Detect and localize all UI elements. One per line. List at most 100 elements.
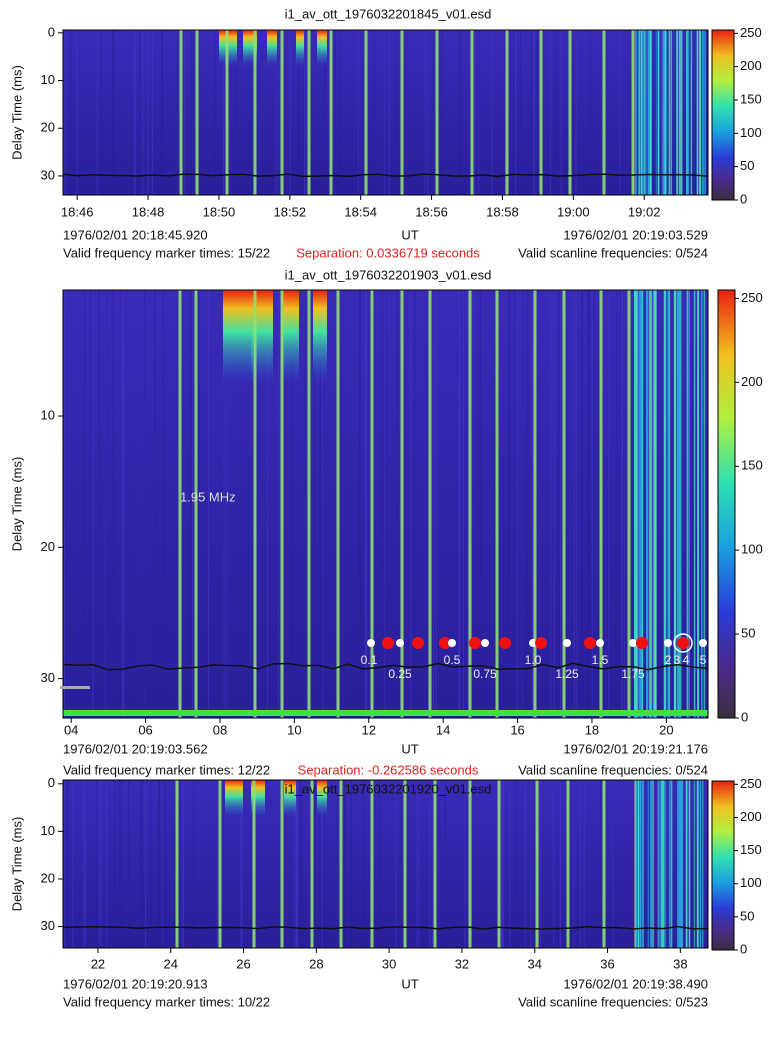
noise-streak (319, 780, 321, 948)
noise-streak (429, 780, 431, 948)
dense-streak (650, 780, 652, 948)
noise-streak (319, 290, 321, 718)
echo-blob (284, 780, 296, 817)
y-axis-label: Delay Time (ms) (9, 457, 24, 552)
start-time: 1976/02/01 20:19:20.913 (63, 976, 208, 991)
noise-streak (64, 780, 66, 948)
dense-streak (690, 30, 693, 195)
colorbar-tick-label: 50 (740, 158, 754, 173)
noise-streak (533, 30, 535, 195)
noise-streak (344, 780, 346, 948)
dense-streak (680, 30, 683, 195)
frequency-marker-dot (448, 639, 456, 647)
noise-streak (668, 780, 670, 948)
frequency-marker-dot (677, 637, 689, 649)
y-tick-label: 10 (41, 823, 55, 838)
marker-status: Valid frequency marker times: 12/22 (63, 762, 270, 777)
noise-streak (299, 780, 301, 948)
dense-streak (657, 780, 659, 948)
noise-streak (63, 30, 65, 195)
noise-streak (314, 780, 316, 948)
y-tick-label: 0 (48, 24, 55, 39)
marker-line (336, 290, 340, 718)
heatmap-image (63, 30, 708, 195)
frequency-marker-dot (636, 637, 648, 649)
marker-line (195, 30, 199, 195)
noise-streak (460, 30, 462, 195)
noise-streak (373, 30, 375, 195)
noise-streak (266, 290, 268, 718)
dense-streak (696, 30, 699, 195)
noise-streak (182, 780, 184, 948)
noise-streak (121, 290, 123, 718)
noise-streak (500, 780, 502, 948)
noise-streak (589, 30, 591, 195)
noise-streak (150, 780, 152, 948)
noise-streak (289, 30, 291, 195)
marker-line (400, 290, 404, 718)
frequency-marker-dot (481, 639, 489, 647)
noise-streak (145, 780, 147, 948)
noise-streak (395, 780, 397, 948)
dense-streak (693, 290, 696, 718)
dense-streak (661, 780, 663, 948)
noise-streak (395, 30, 397, 195)
marker-line (307, 30, 311, 195)
dense-streak (642, 780, 645, 948)
noise-streak (459, 30, 461, 195)
noise-streak (105, 290, 107, 718)
dense-streak (681, 780, 684, 948)
frequency-label: 1.0 (525, 653, 542, 667)
frequency-label: 1.75 (621, 667, 645, 681)
dense-streak (703, 30, 705, 195)
noise-streak (275, 30, 277, 195)
x-tick-label: 36 (600, 956, 614, 971)
noise-streak (224, 290, 226, 718)
noise-streak (480, 290, 482, 718)
noise-streak (278, 290, 280, 718)
frequency-label: 0.25 (388, 667, 412, 681)
dense-streak (687, 30, 690, 195)
x-tick-label: 08 (213, 722, 227, 737)
frequency-marker-dot (499, 637, 511, 649)
noise-streak (234, 30, 236, 195)
noise-streak (616, 290, 618, 718)
plot-frame (62, 289, 709, 719)
noise-streak (669, 290, 671, 718)
noise-streak (464, 780, 466, 948)
dense-streak (703, 290, 706, 718)
x-tick-label: 32 (455, 956, 469, 971)
noise-streak (323, 290, 325, 718)
x-tick-label: 24 (164, 956, 178, 971)
noise-streak (467, 290, 469, 718)
noise-streak (163, 780, 165, 948)
dense-streak (640, 290, 642, 718)
noise-streak (435, 290, 437, 718)
frequency-marker-dot (664, 639, 672, 647)
echo-trace (62, 662, 709, 671)
dense-streak (676, 30, 679, 195)
dense-streak (668, 290, 670, 718)
frequency-marker-dot (699, 639, 707, 647)
dense-streak (641, 30, 644, 195)
selected-marker-ring (673, 633, 693, 653)
x-tick-label: 06 (138, 722, 152, 737)
dense-streak (635, 290, 637, 718)
noise-streak (514, 290, 516, 718)
colorbar-tick-label: 0 (740, 191, 747, 206)
dense-streak (638, 30, 640, 195)
noise-streak (106, 780, 108, 948)
x-tick-label: 16 (510, 722, 524, 737)
marker-line (194, 290, 198, 718)
dense-streak (634, 30, 637, 195)
noise-streak (277, 30, 279, 195)
dense-streak (680, 780, 683, 948)
marker-line (468, 780, 472, 948)
noise-streak (502, 780, 504, 948)
frequency-label: 0.5 (444, 653, 461, 667)
marker-line (253, 30, 257, 195)
noise-streak (161, 30, 163, 195)
noise-streak (516, 290, 518, 718)
noise-streak (98, 290, 100, 718)
marker-line (252, 780, 256, 948)
